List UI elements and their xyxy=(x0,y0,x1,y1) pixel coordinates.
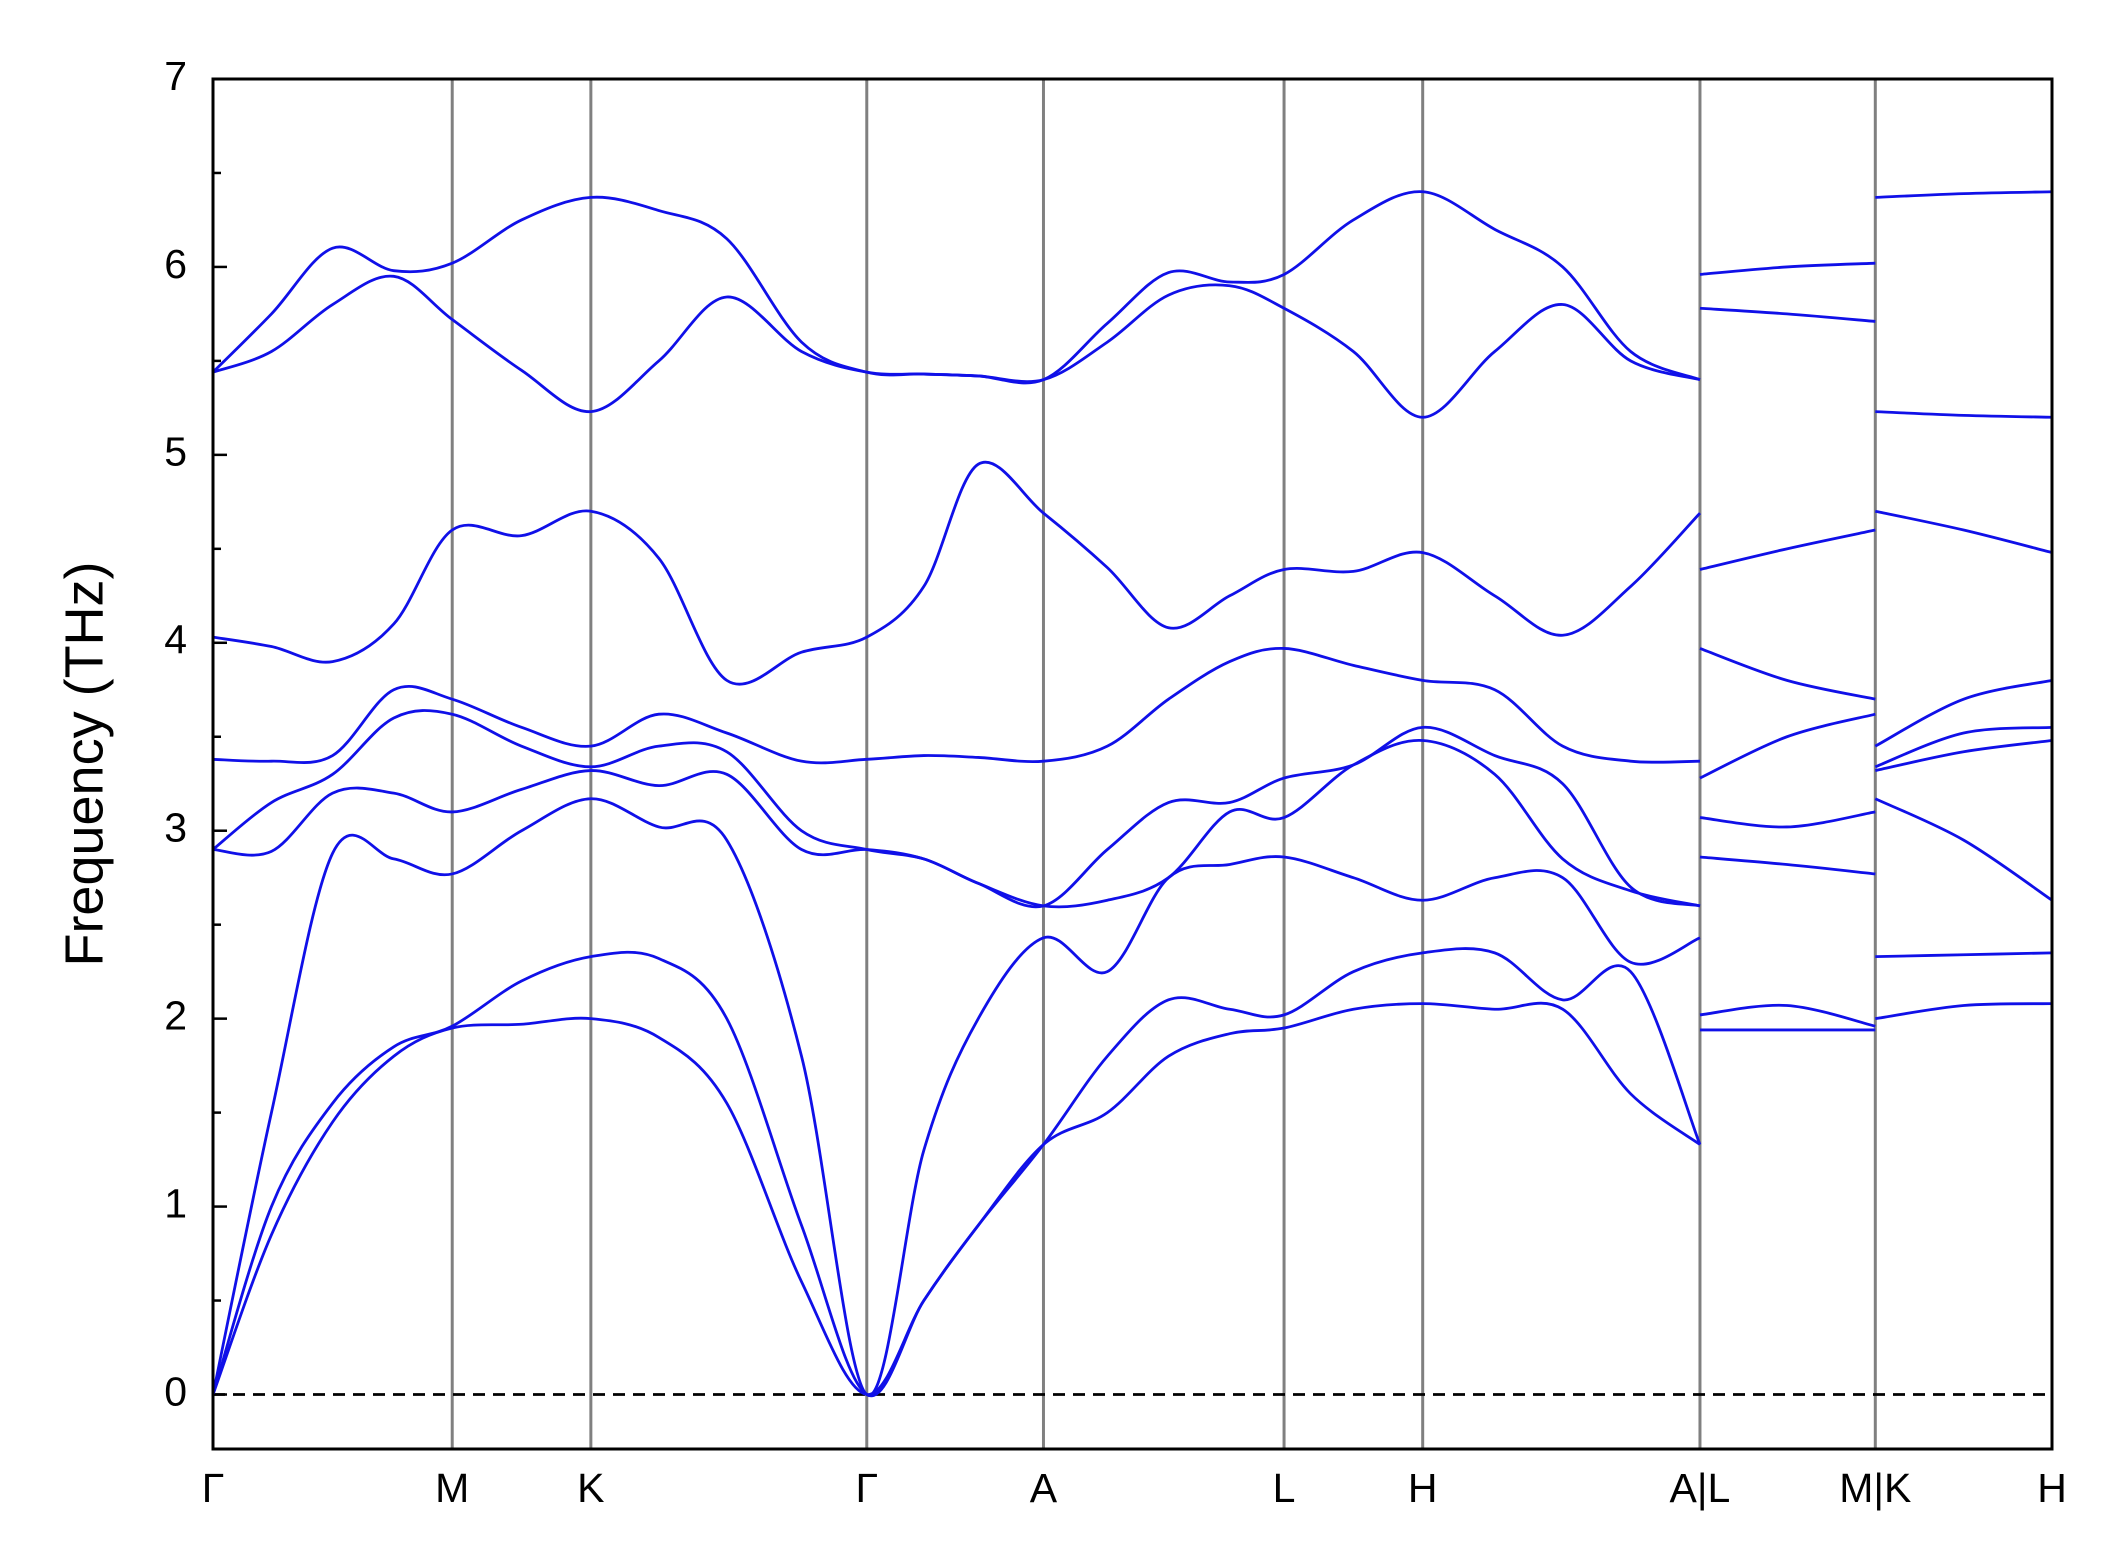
x-tick-label: Γ xyxy=(855,1465,878,1511)
plot-frame xyxy=(211,77,2054,1451)
y-tick-label: 7 xyxy=(164,53,187,99)
y-tick-label: 3 xyxy=(164,805,187,851)
y-tick-label: 4 xyxy=(164,617,187,663)
y-tick-label: 1 xyxy=(164,1180,187,1226)
band-line xyxy=(212,274,2053,419)
y-tick-label: 0 xyxy=(164,1368,187,1414)
y-axis-label: Frequency (THz) xyxy=(54,561,114,966)
y-tick-label: 5 xyxy=(164,429,187,475)
y-tick-label: 2 xyxy=(164,992,187,1038)
x-tick-label: H xyxy=(1408,1465,1438,1511)
band-line xyxy=(212,647,2053,765)
x-tick-label: Γ xyxy=(202,1465,225,1511)
band-line xyxy=(212,739,2053,909)
band-line xyxy=(212,190,2053,385)
band-line xyxy=(212,709,2053,909)
x-tick-label: A xyxy=(1030,1465,1058,1511)
band-line xyxy=(212,460,2053,686)
x-tick-label: M|K xyxy=(1839,1465,1911,1511)
y-tick-label: 6 xyxy=(164,241,187,287)
x-tick-label: A|L xyxy=(1670,1465,1731,1511)
x-tick-label: M xyxy=(435,1465,469,1511)
x-tick-label: H xyxy=(2037,1465,2067,1511)
x-tick-label: L xyxy=(1273,1465,1296,1511)
band-line xyxy=(211,797,2053,1397)
band-line xyxy=(211,947,2053,1398)
band-line xyxy=(211,1001,2053,1396)
x-tick-label: K xyxy=(577,1465,604,1511)
